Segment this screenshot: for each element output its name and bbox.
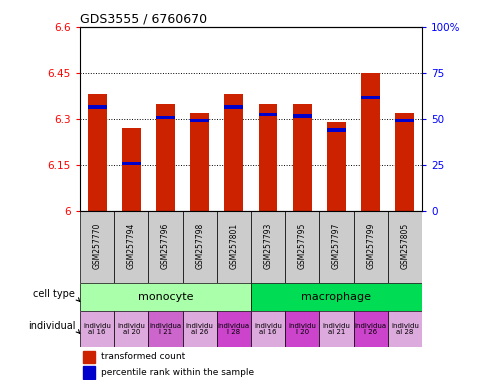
Text: GSM257801: GSM257801 — [229, 223, 238, 269]
Bar — [148, 311, 182, 347]
Bar — [83, 366, 95, 379]
Text: transformed count: transformed count — [100, 352, 184, 361]
Bar — [387, 311, 421, 347]
Bar — [224, 94, 243, 211]
Text: individu
al 16: individu al 16 — [83, 323, 111, 336]
Text: GSM257797: GSM257797 — [331, 223, 340, 269]
Bar — [258, 104, 277, 211]
Bar — [353, 211, 387, 283]
Bar — [88, 94, 106, 211]
Bar — [326, 122, 345, 211]
Text: monocyte: monocyte — [137, 292, 193, 302]
Text: GSM257795: GSM257795 — [297, 223, 306, 269]
Text: individu
al 21: individu al 21 — [322, 323, 349, 336]
Text: individu
l 20: individu l 20 — [288, 323, 316, 336]
Bar — [361, 73, 379, 211]
Bar — [156, 104, 175, 211]
Bar — [318, 311, 353, 347]
Bar — [80, 211, 114, 283]
Text: GDS3555 / 6760670: GDS3555 / 6760670 — [80, 13, 207, 26]
Bar — [292, 114, 311, 118]
Text: individu
al 26: individu al 26 — [185, 323, 213, 336]
Bar — [326, 128, 345, 132]
Bar — [251, 311, 285, 347]
Bar — [285, 211, 318, 283]
Bar — [318, 211, 353, 283]
Text: individual: individual — [28, 321, 75, 331]
Bar — [190, 113, 209, 211]
Text: individu
al 20: individu al 20 — [117, 323, 145, 336]
Bar — [292, 104, 311, 211]
Text: cell type: cell type — [33, 289, 75, 299]
Bar — [182, 311, 216, 347]
Text: percentile rank within the sample: percentile rank within the sample — [100, 368, 253, 377]
Text: GSM257793: GSM257793 — [263, 223, 272, 269]
Bar — [258, 113, 277, 116]
Text: GSM257799: GSM257799 — [365, 223, 375, 269]
Bar — [251, 283, 421, 311]
Bar — [387, 211, 421, 283]
Bar — [394, 113, 413, 211]
Bar — [121, 128, 140, 211]
Bar — [182, 211, 216, 283]
Bar — [251, 211, 285, 283]
Bar — [83, 351, 95, 363]
Bar — [285, 311, 318, 347]
Bar — [80, 311, 114, 347]
Bar — [156, 116, 175, 119]
Bar — [88, 105, 106, 109]
Bar — [394, 119, 413, 122]
Text: individu
al 28: individu al 28 — [390, 323, 418, 336]
Bar — [114, 211, 148, 283]
Text: GSM257794: GSM257794 — [126, 223, 136, 269]
Bar — [148, 211, 182, 283]
Bar — [114, 311, 148, 347]
Text: individua
l 28: individua l 28 — [217, 323, 249, 336]
Bar — [216, 211, 251, 283]
Bar — [190, 119, 209, 122]
Text: individua
l 26: individua l 26 — [354, 323, 386, 336]
Text: GSM257805: GSM257805 — [399, 223, 408, 269]
Text: GSM257798: GSM257798 — [195, 223, 204, 269]
Bar — [224, 105, 243, 109]
Bar — [121, 162, 140, 166]
Bar — [361, 96, 379, 99]
Text: GSM257770: GSM257770 — [92, 223, 102, 269]
Text: GSM257796: GSM257796 — [161, 223, 170, 269]
Bar — [353, 311, 387, 347]
Bar — [80, 283, 251, 311]
Bar — [216, 311, 251, 347]
Text: macrophage: macrophage — [301, 292, 371, 302]
Text: individua
l 21: individua l 21 — [149, 323, 181, 336]
Text: individu
al 16: individu al 16 — [254, 323, 281, 336]
